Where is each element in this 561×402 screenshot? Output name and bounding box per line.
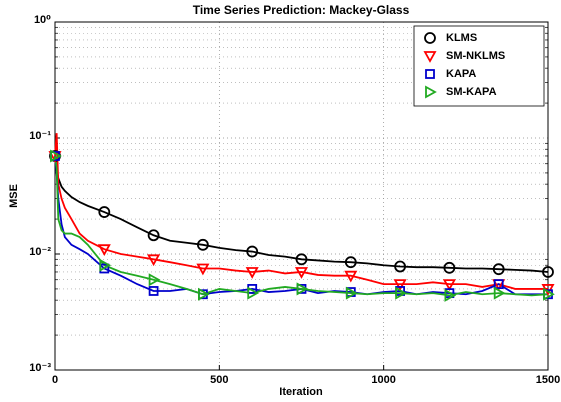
legend-label: SM-KAPA: [446, 86, 497, 98]
series-line: [54, 155, 549, 273]
marker: [443, 261, 456, 274]
marker: [543, 287, 555, 301]
marker: [148, 286, 159, 296]
marker: [493, 279, 504, 290]
marker: [492, 263, 505, 276]
marker: [295, 253, 308, 266]
marker: [444, 288, 457, 302]
marker: [147, 254, 161, 267]
marker: [345, 286, 358, 300]
marker: [99, 258, 112, 272]
legend-marker: [425, 69, 435, 79]
x-tick-label: 0: [52, 374, 58, 386]
y-tick-label: 10⁻¹: [29, 130, 51, 142]
marker: [246, 245, 259, 258]
x-tick-label: 500: [210, 374, 228, 386]
marker: [147, 229, 160, 242]
marker: [148, 273, 161, 287]
marker: [245, 267, 259, 279]
marker: [97, 244, 111, 257]
x-tick-label: 1500: [536, 374, 560, 386]
legend-label: KAPA: [446, 68, 476, 80]
legend-marker: [425, 85, 437, 99]
y-tick-label: 10⁰: [34, 14, 51, 26]
marker: [394, 260, 407, 273]
marker: [197, 287, 210, 301]
marker: [196, 238, 209, 251]
plot-frame: [54, 21, 549, 371]
legend-marker: [424, 32, 436, 44]
marker: [344, 270, 358, 283]
marker: [294, 267, 309, 279]
y-tick-label: 10⁻³: [29, 362, 51, 374]
marker: [98, 206, 111, 218]
marker: [344, 256, 357, 269]
marker: [196, 263, 210, 276]
marker: [296, 282, 309, 296]
y-axis-label: MSE: [8, 184, 20, 208]
marker: [493, 286, 506, 300]
marker: [442, 279, 456, 291]
marker: [395, 286, 407, 300]
marker: [247, 286, 260, 300]
legend-label: SM-NKLMS: [446, 50, 505, 62]
marker: [542, 266, 554, 278]
x-tick-label: 1000: [371, 374, 395, 386]
legend-label: KLMS: [446, 32, 477, 44]
x-axis-label: Iteration: [279, 386, 323, 398]
marker: [50, 149, 62, 163]
legend-marker: [423, 51, 437, 63]
y-tick-label: 10⁻²: [29, 246, 51, 258]
marker: [393, 279, 407, 291]
chart-title: Time Series Prediction: Mackey-Glass: [193, 3, 410, 17]
